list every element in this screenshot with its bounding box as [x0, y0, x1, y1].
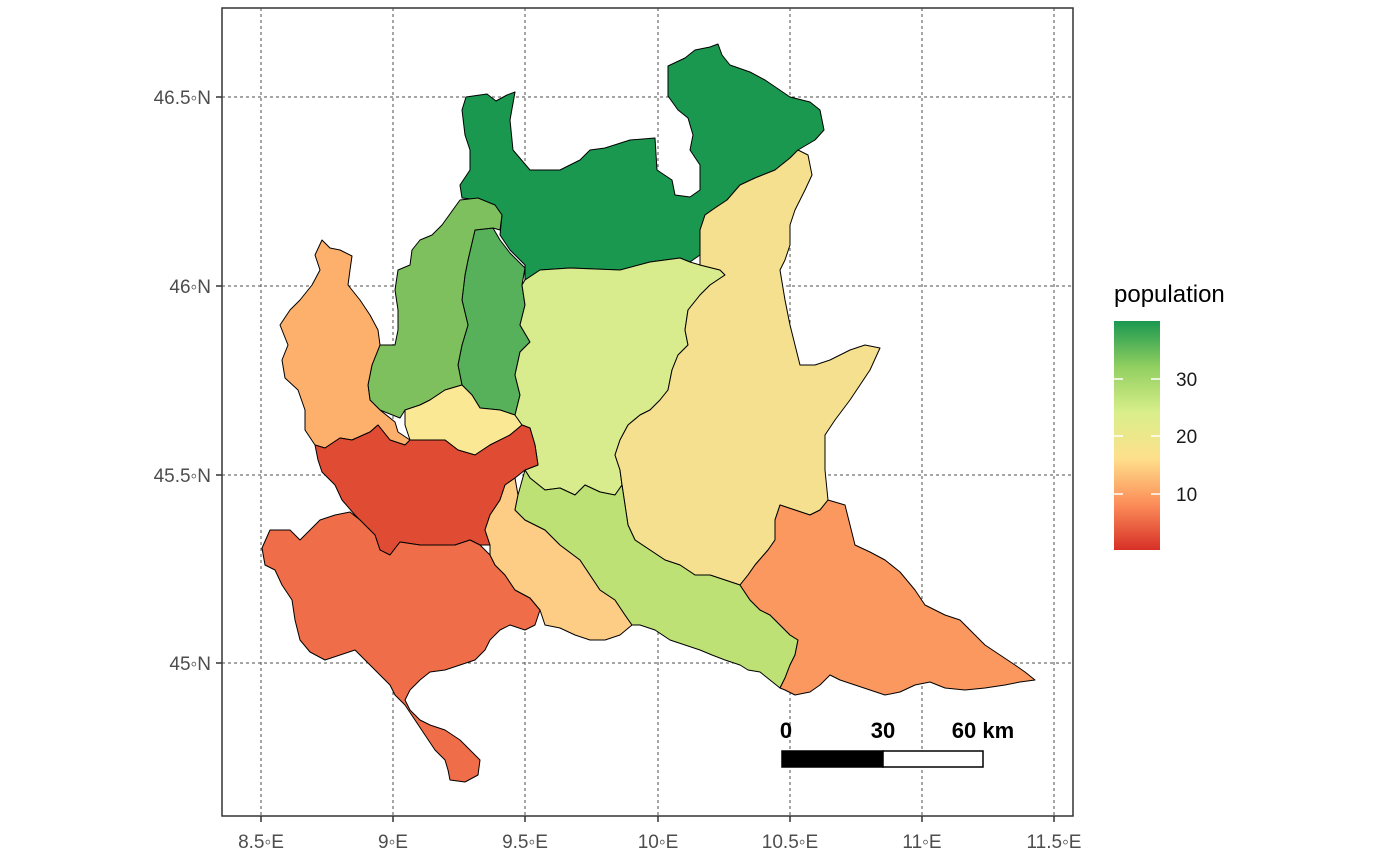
scale-bar: 0 30 60 km	[780, 718, 1014, 768]
legend-label: 30	[1176, 370, 1197, 391]
y-axis-labels: 46.5◦N 46◦N 45.5◦N 45◦N	[154, 88, 211, 675]
legend-title: population	[1114, 281, 1225, 308]
x-tick-label: 10.5◦E	[762, 832, 818, 853]
legend: population 30 20 10	[1114, 281, 1225, 550]
legend-label: 20	[1176, 427, 1197, 448]
axis-ticks	[216, 96, 1055, 822]
x-tick-label: 9◦E	[378, 832, 408, 853]
y-tick-label: 45◦N	[169, 654, 211, 675]
y-tick-label: 46.5◦N	[154, 88, 211, 109]
scale-bar-light-segment	[882, 750, 984, 768]
province-pavia[interactable]	[261, 511, 541, 783]
x-tick-label: 11◦E	[902, 832, 941, 853]
y-tick-label: 45.5◦N	[154, 466, 211, 487]
x-tick-label: 11.5◦E	[1027, 832, 1082, 853]
scale-label-60: 60 km	[952, 718, 1014, 743]
scale-bar-dark-segment	[781, 750, 884, 768]
province-mantova[interactable]	[739, 499, 1036, 696]
scale-label-30: 30	[871, 718, 895, 743]
provinces-layer	[261, 43, 1036, 783]
x-axis-labels: 8.5◦E 9◦E 9.5◦E 10◦E 10.5◦E 11◦E 11.5◦E	[238, 832, 1081, 853]
x-tick-label: 8.5◦E	[238, 832, 284, 853]
province-sondrio[interactable]	[459, 43, 825, 281]
legend-label: 10	[1176, 485, 1197, 506]
scale-label-0: 0	[780, 718, 792, 743]
y-tick-label: 46◦N	[169, 277, 211, 298]
x-tick-label: 9.5◦E	[502, 832, 548, 853]
x-tick-label: 10◦E	[638, 832, 679, 853]
